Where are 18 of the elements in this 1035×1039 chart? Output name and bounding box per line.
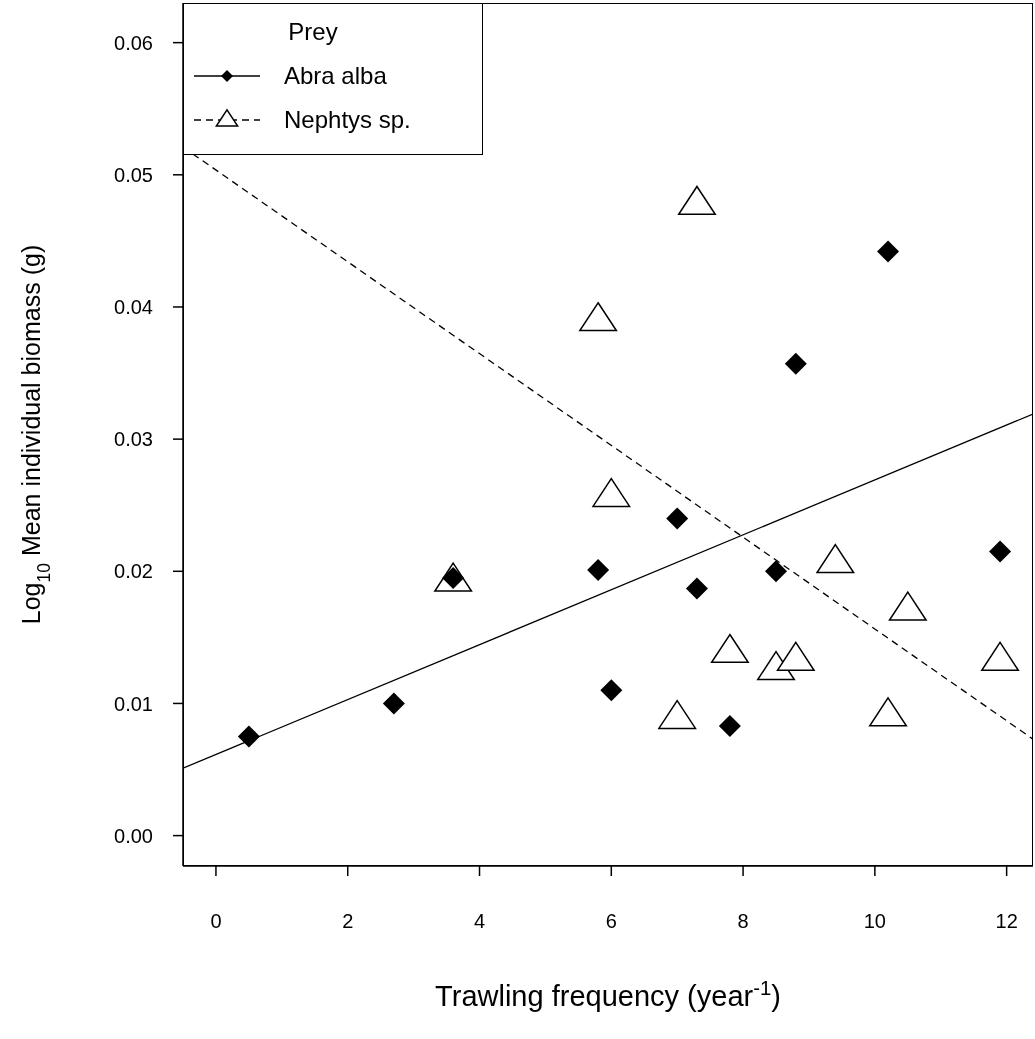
y-tick-label: 0.03 xyxy=(114,428,153,451)
y-tick-label: 0.00 xyxy=(114,824,153,847)
legend-label: Nephtys sp. xyxy=(284,106,411,134)
y-tick-label: 0.05 xyxy=(114,163,153,186)
legend-title: Prey xyxy=(287,18,339,46)
x-tick-label: 12 xyxy=(995,910,1018,933)
x-tick-label: 8 xyxy=(737,910,749,933)
legend-label: Abra alba xyxy=(284,62,387,90)
x-axis-title: Trawling frequency (year$^{-1}$) xyxy=(435,977,781,1012)
y-tick-label: 0.02 xyxy=(114,560,153,583)
x-tick-label: 10 xyxy=(863,910,886,933)
y-tick-label: 0.04 xyxy=(114,296,153,319)
y-tick-label: 0.01 xyxy=(114,692,153,715)
x-tick-label: 4 xyxy=(473,910,486,933)
y-tick-label: 0.06 xyxy=(114,31,153,54)
x-tick-label: 6 xyxy=(605,910,617,933)
x-tick-label: 0 xyxy=(210,910,222,933)
x-tick-label: 2 xyxy=(342,910,354,933)
